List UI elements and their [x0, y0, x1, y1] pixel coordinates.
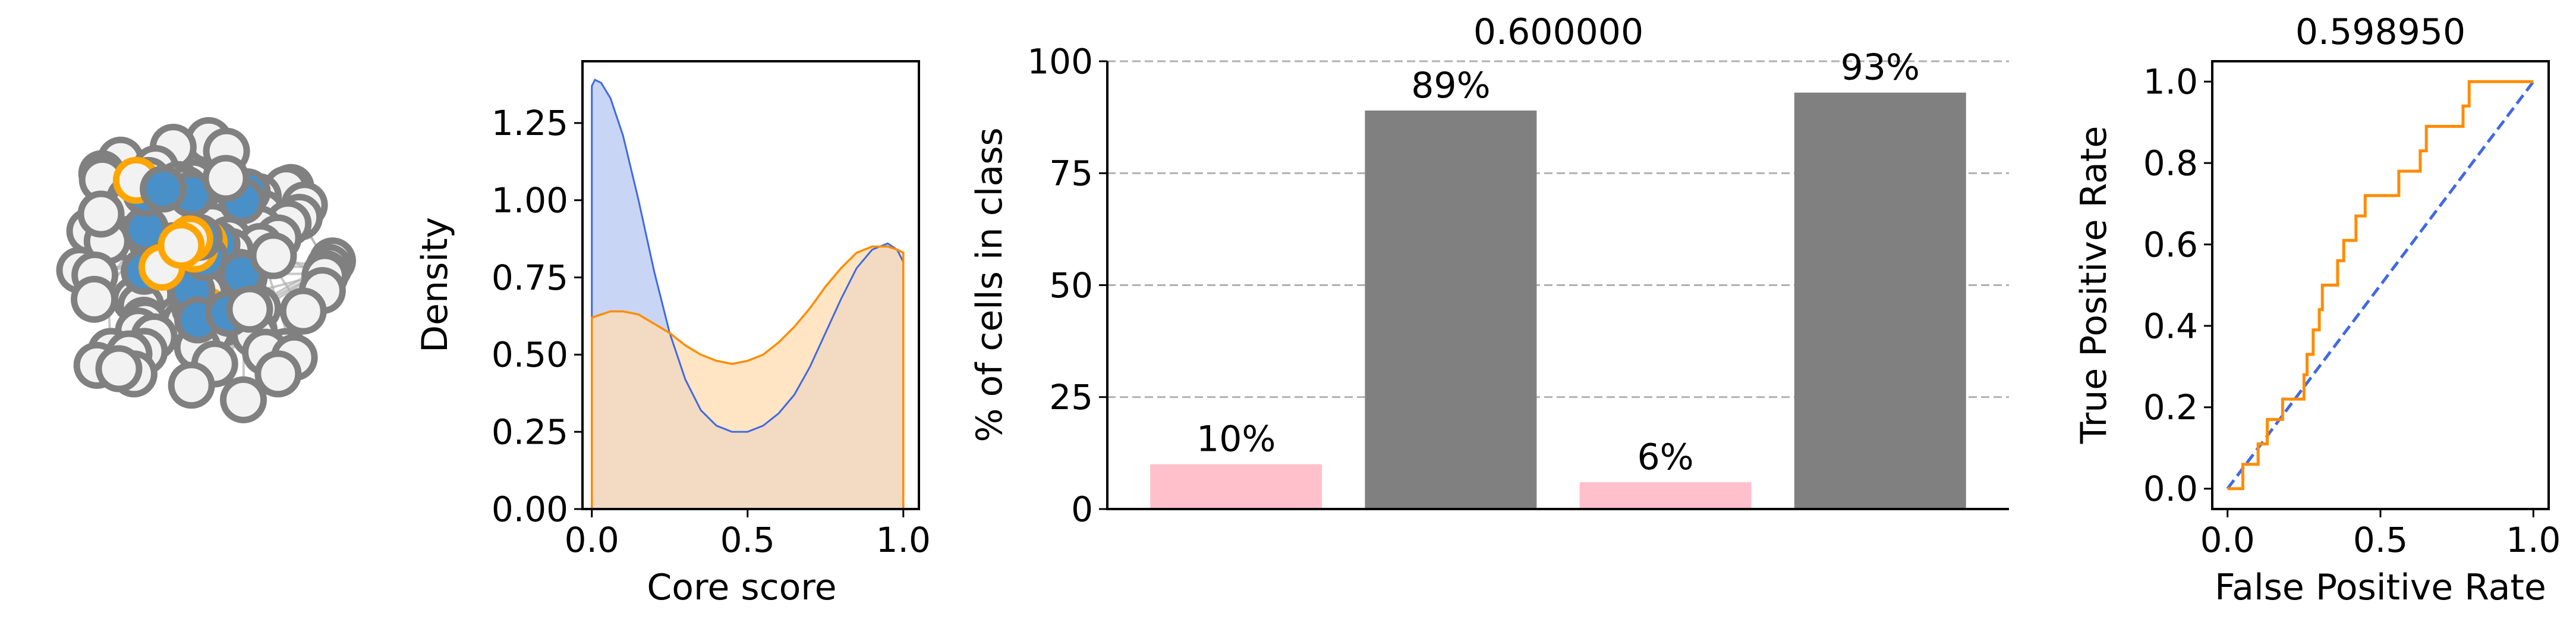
roc-curve: 0.0 0.5 1.0 0.0 0.2 0.4 0.6 0.8 1.0 0.598950 Fal… — [2073, 11, 2561, 608]
network-node — [223, 379, 264, 420]
bar-chart-y-axis-label: % of cells in class — [969, 127, 1010, 442]
roc-x-tick-label: 0.5 — [2353, 520, 2408, 560]
density-x-axis-label: Core score — [647, 567, 836, 608]
density-x-tick-label: 0.0 — [565, 520, 619, 560]
density-y-tick-label: 1.25 — [492, 103, 568, 143]
bar-data-label: 6% — [1637, 436, 1694, 478]
density-y-tick-label: 0.75 — [492, 257, 568, 298]
network-graph — [59, 120, 352, 420]
network-node — [283, 291, 323, 331]
roc-y-tick-label: 0.4 — [2143, 306, 2198, 346]
roc-x-tick-label: 0.0 — [2200, 520, 2255, 560]
bar-chart-y-tick-label: 100 — [1027, 41, 1093, 81]
network-node — [171, 365, 212, 406]
density-y-tick-label: 0.25 — [492, 412, 568, 452]
bar-chart: 10% 89% 6% 93% 0 25 50 75 100 0.600000 % of cel… — [969, 11, 2009, 529]
density-y-tick-label: 1.00 — [492, 180, 568, 221]
bar — [1580, 482, 1752, 509]
bar — [1150, 464, 1322, 509]
bar-chart-y-tick-label: 25 — [1049, 377, 1093, 417]
roc-chance-line — [2228, 81, 2534, 489]
bar-chart-title: 0.600000 — [1473, 11, 1643, 53]
bar-data-label: 93% — [1841, 47, 1920, 89]
roc-x-tick-label: 1.0 — [2506, 520, 2561, 560]
bar-data-label: 89% — [1411, 65, 1490, 106]
network-node — [229, 289, 270, 329]
roc-y-tick-label: 0.0 — [2143, 469, 2198, 509]
density-x-tick-label: 0.5 — [720, 520, 775, 560]
density-x-tick-label: 1.0 — [876, 520, 931, 560]
roc-x-axis-label: False Positive Rate — [2215, 567, 2546, 608]
bar — [1794, 93, 1966, 509]
network-node — [258, 354, 298, 394]
network-node-blue — [143, 169, 184, 209]
network-node — [81, 194, 121, 234]
roc-title: 0.598950 — [2295, 11, 2465, 53]
network-node — [74, 279, 115, 319]
roc-y-tick-label: 0.8 — [2143, 143, 2198, 183]
network-node-orange — [161, 225, 201, 266]
network-node — [206, 158, 246, 199]
bar-data-label: 10% — [1196, 419, 1276, 460]
network-node — [99, 348, 139, 389]
bar-chart-y-tick-label: 50 — [1049, 265, 1093, 306]
roc-y-tick-label: 0.2 — [2143, 387, 2198, 428]
density-y-tick-label: 0.00 — [492, 489, 568, 529]
density-y-tick-label: 0.50 — [492, 335, 568, 375]
density-plot: 0.0 0.5 1.0 0.00 0.25 0.50 0.75 1.00 1.25 Core s… — [414, 61, 931, 608]
density-y-axis-label: Density — [414, 217, 456, 353]
bar — [1365, 111, 1536, 509]
bar-chart-y-tick-label: 75 — [1049, 153, 1093, 194]
roc-y-tick-label: 0.6 — [2143, 224, 2198, 265]
roc-y-axis-label: True Positive Rate — [2073, 126, 2115, 444]
bar-chart-y-tick-label: 0 — [1071, 489, 1093, 529]
roc-y-tick-label: 1.0 — [2143, 62, 2198, 102]
network-node — [253, 235, 294, 276]
